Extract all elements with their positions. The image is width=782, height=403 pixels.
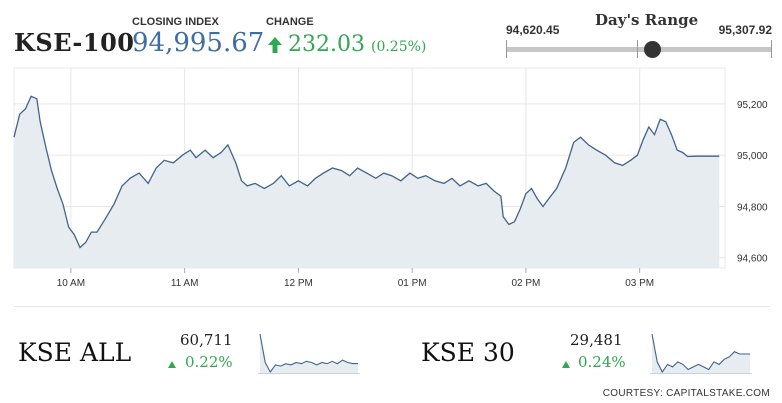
change-percent: (0.25%) xyxy=(370,39,427,55)
kse-30-change: 0.24% xyxy=(578,353,626,371)
x-tick-label: 12 PM xyxy=(284,278,313,289)
days-range-title: Day's Range xyxy=(595,11,699,29)
kse-30-name[interactable]: KSE 30 xyxy=(421,338,515,367)
sparkline-line xyxy=(651,333,750,374)
days-range-mid-tick xyxy=(637,40,638,58)
kse-all-value: 60,711 xyxy=(180,331,233,349)
sparkline-area xyxy=(260,334,358,374)
kse-all-sparkline xyxy=(258,333,360,374)
arrow-up-icon xyxy=(268,36,282,53)
days-range-right-tick xyxy=(771,40,772,58)
x-tick-label: 11 AM xyxy=(171,278,199,289)
days-range-low: 94,620.45 xyxy=(506,23,560,37)
triangle-up-icon xyxy=(168,361,176,368)
kse-all-change: 0.22% xyxy=(185,353,233,371)
kse-30-value: 29,481 xyxy=(570,331,623,349)
x-tick-label: 03 PM xyxy=(625,278,654,289)
kse-30-sparkline xyxy=(650,333,752,374)
section-divider xyxy=(14,306,770,307)
chart-area-fill xyxy=(14,96,720,268)
chart-x-axis: 10 AM 11 AM 12 PM 01 PM 02 PM 03 PM xyxy=(57,268,654,289)
x-tick-label: 02 PM xyxy=(511,278,540,289)
days-range-track xyxy=(506,47,772,52)
days-range-left-tick xyxy=(506,40,507,58)
change-label: CHANGE xyxy=(266,16,314,28)
sparkline-line xyxy=(259,333,358,374)
y-tick-label: 95,000 xyxy=(737,151,768,162)
sparkline-area xyxy=(652,334,750,374)
chart-y-axis: 94,600 94,800 95,000 95,200 xyxy=(737,100,768,265)
courtesy-credit[interactable]: COURTESY: CAPITALSTAKE.COM xyxy=(602,388,770,399)
index-name: KSE-100 xyxy=(14,28,135,57)
x-tick-label: 01 PM xyxy=(398,278,427,289)
y-tick-label: 95,200 xyxy=(737,100,768,111)
y-tick-label: 94,800 xyxy=(737,202,768,213)
days-range-high: 95,307.92 xyxy=(718,23,772,37)
days-range-marker xyxy=(643,41,661,58)
kse-all-name[interactable]: KSE ALL xyxy=(18,338,132,367)
triangle-up-icon xyxy=(562,361,570,368)
closing-index-value: 94,995.67 xyxy=(132,28,265,58)
y-tick-label: 94,600 xyxy=(737,254,768,265)
x-tick-label: 10 AM xyxy=(57,278,85,289)
intraday-chart: 10 AM 11 AM 12 PM 01 PM 02 PM 03 PM 94,60094,… xyxy=(13,67,768,289)
change-value: 232.03 xyxy=(288,32,365,57)
chart-line-series xyxy=(13,95,720,249)
closing-index-label: CLOSING INDEX xyxy=(132,16,219,28)
change-row: 232.03 (0.25%) xyxy=(266,32,426,57)
